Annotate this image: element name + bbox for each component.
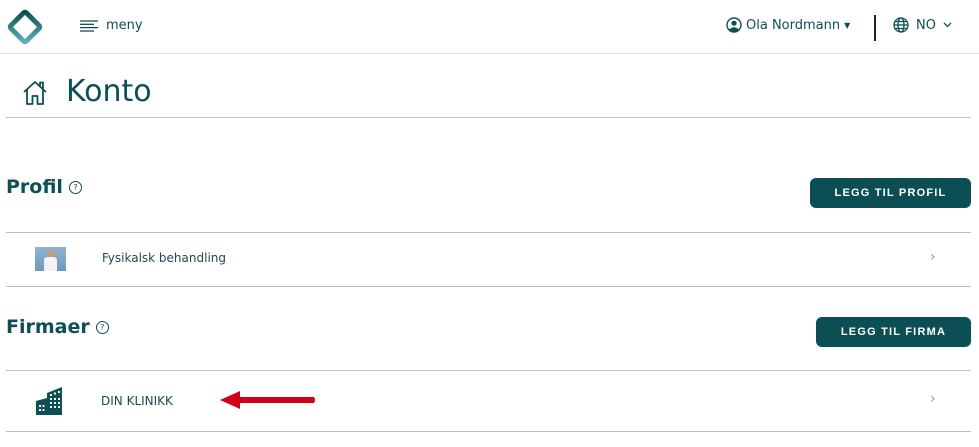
caret-down-icon: ▼ (844, 20, 851, 30)
language-label: NO (916, 17, 936, 33)
help-icon[interactable]: ? (68, 181, 82, 194)
globe-icon (893, 17, 909, 33)
company-section-title: Firmaer? (6, 316, 109, 338)
company-title: Firmaer (6, 316, 90, 338)
divider (874, 15, 876, 41)
menu-label: meny (106, 18, 143, 33)
profile-avatar (35, 247, 66, 271)
company-name: DIN KLINIKK (101, 394, 173, 408)
profile-list-item[interactable]: Fysikalsk behandling › (6, 233, 971, 286)
chevron-down-icon (943, 22, 952, 28)
divider (6, 232, 971, 233)
chevron-right-icon: › (930, 249, 936, 265)
divider (6, 117, 971, 118)
profile-name: Fysikalsk behandling (102, 251, 227, 265)
logo-icon[interactable] (6, 8, 44, 46)
user-icon (726, 17, 742, 33)
building-icon (36, 387, 62, 415)
page-title: Konto (66, 74, 152, 109)
user-name: Ola Nordmann (746, 17, 841, 33)
divider (6, 431, 971, 432)
add-profile-button[interactable]: LEGG TIL PROFIL (810, 178, 971, 208)
company-list-item[interactable]: DIN KLINIKK › (6, 371, 971, 431)
annotation-arrow-icon (220, 391, 315, 409)
divider (6, 370, 971, 371)
help-icon[interactable]: ? (95, 321, 109, 334)
profile-section-title: Profil? (6, 176, 82, 198)
divider (6, 286, 971, 287)
user-menu[interactable]: Ola Nordmann ▼ (726, 17, 850, 33)
language-selector[interactable]: NO (893, 17, 952, 33)
menu-button[interactable]: meny (80, 18, 143, 33)
profile-title: Profil (6, 176, 63, 198)
add-company-button[interactable]: LEGG TIL FIRMA (816, 317, 971, 347)
top-navbar: meny Ola Nordmann ▼ NO (0, 0, 979, 54)
menu-icon (80, 19, 98, 32)
home-icon (23, 81, 47, 105)
chevron-right-icon: › (930, 391, 936, 407)
